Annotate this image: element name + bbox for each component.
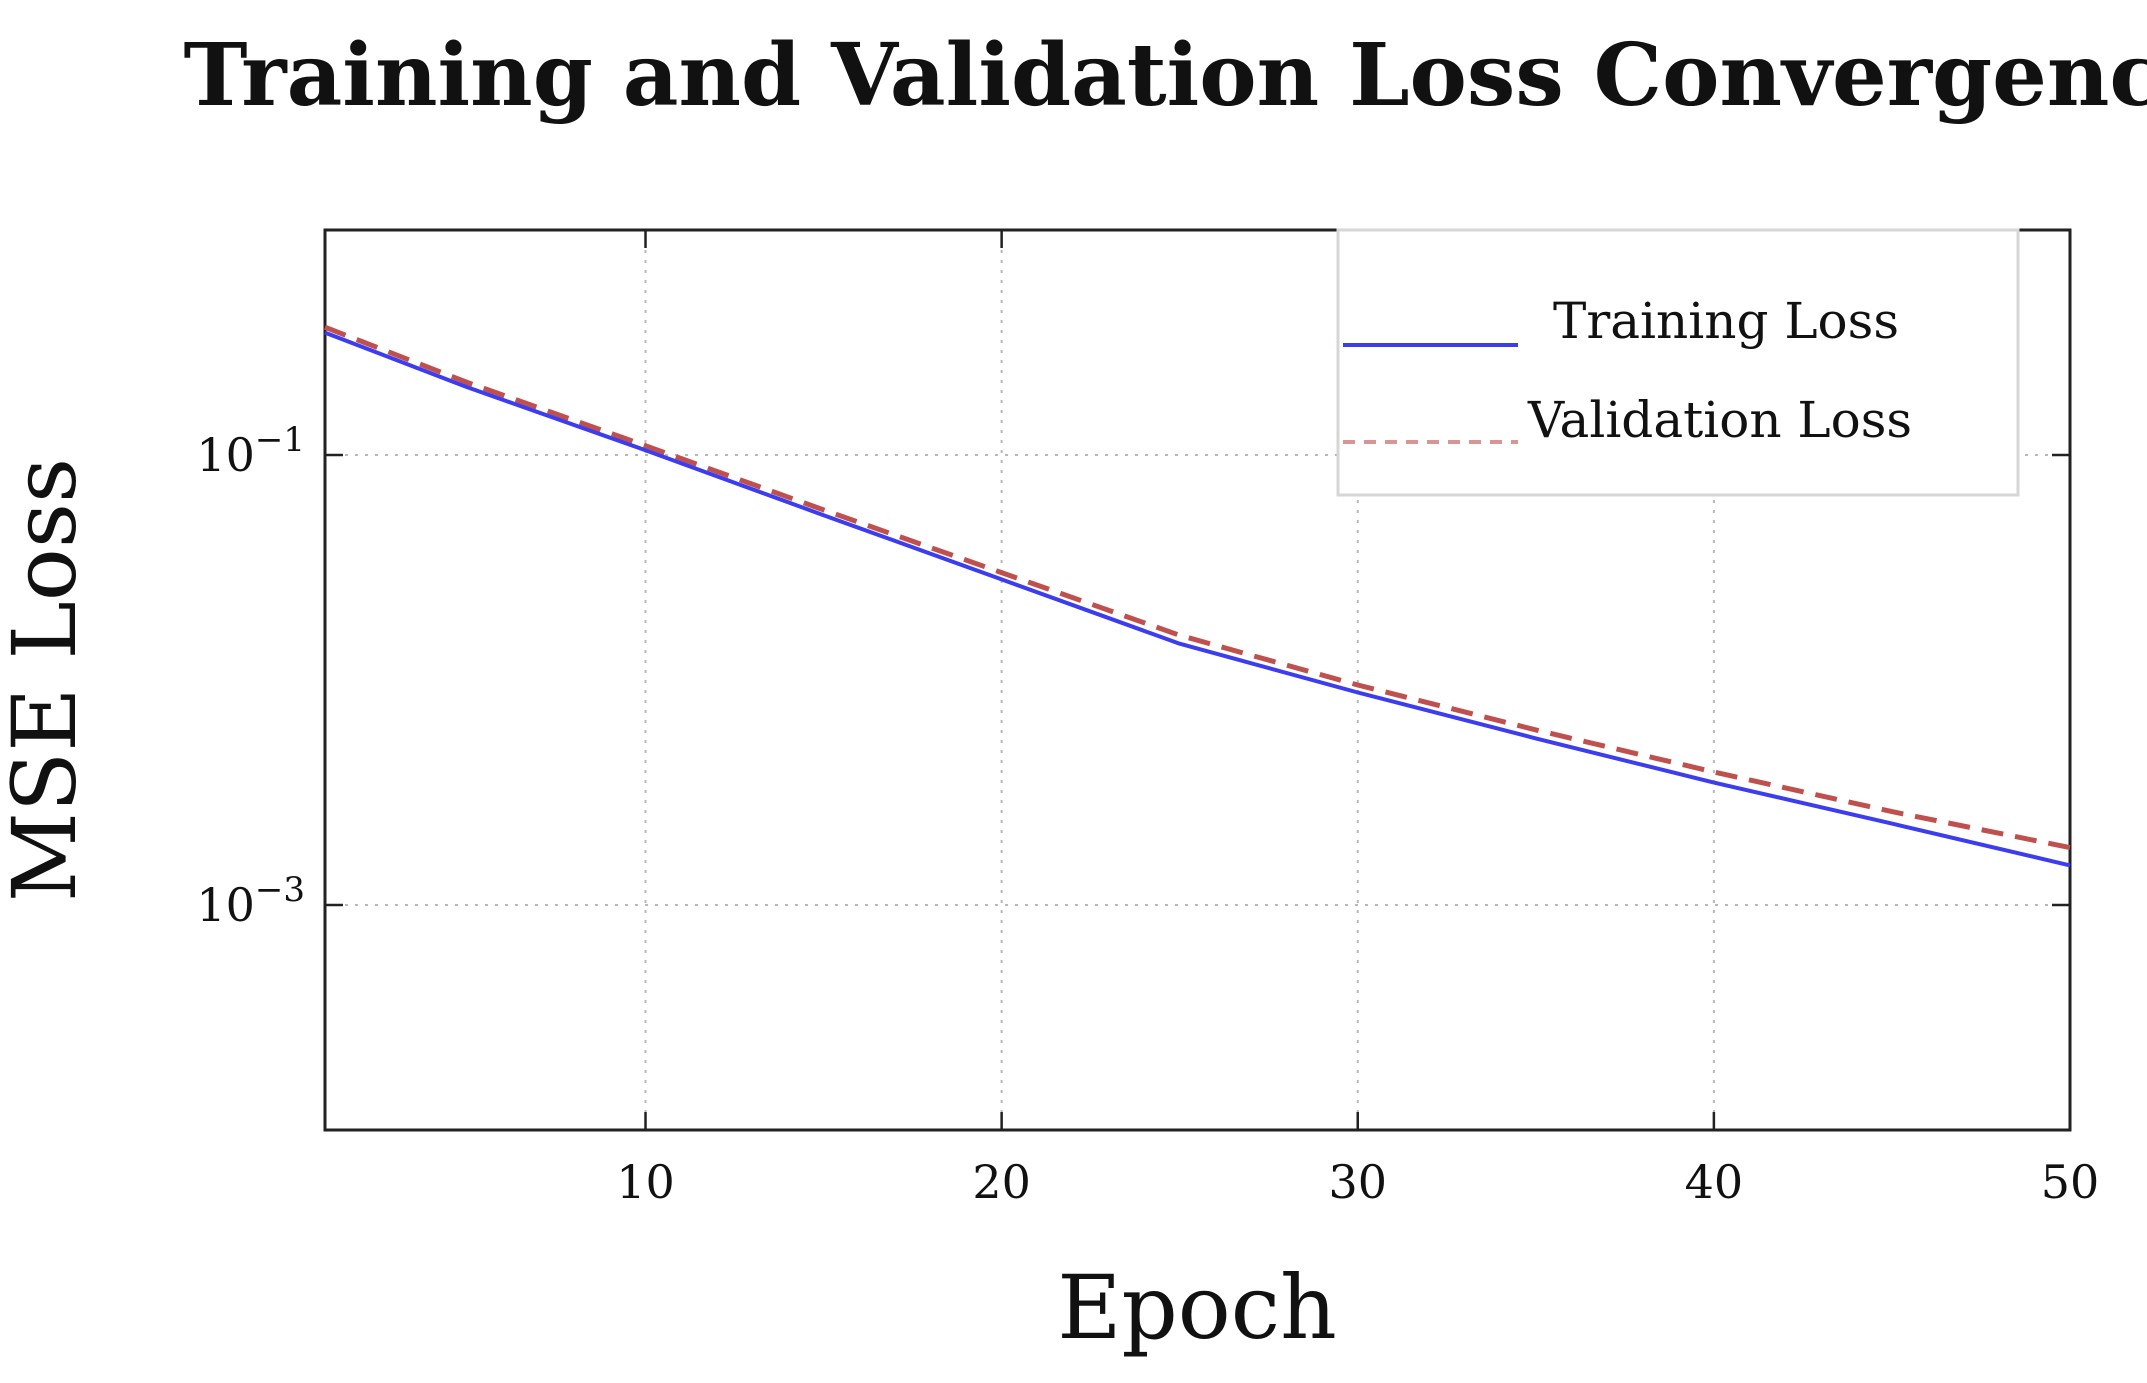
y-axis-label: MSE Loss [0,458,96,902]
series [324,324,2071,868]
legend-label-validation: Validation Loss [1527,391,1912,449]
x-tick-label: 20 [972,1155,1031,1209]
x-tick-label: 50 [2041,1155,2100,1209]
plot-frame [323,228,2072,1132]
legend: Training Loss Validation Loss [1336,228,2020,497]
x-tick-label: 30 [1328,1155,1387,1209]
x-axis-label: Epoch [1057,1256,1337,1359]
legend-label-training: Training Loss [1553,292,1899,350]
series-line-validation [324,324,2071,851]
y-tick-label: 10−3 [196,870,305,932]
x-tick-label: 40 [1685,1155,1744,1209]
y-tick-label: 10−1 [196,420,305,482]
chart-title: Training and Validation Loss Convergence [184,25,2147,126]
x-tick-label: 10 [616,1155,675,1209]
series-line-training [324,330,2071,868]
legend-box [1336,228,2020,497]
